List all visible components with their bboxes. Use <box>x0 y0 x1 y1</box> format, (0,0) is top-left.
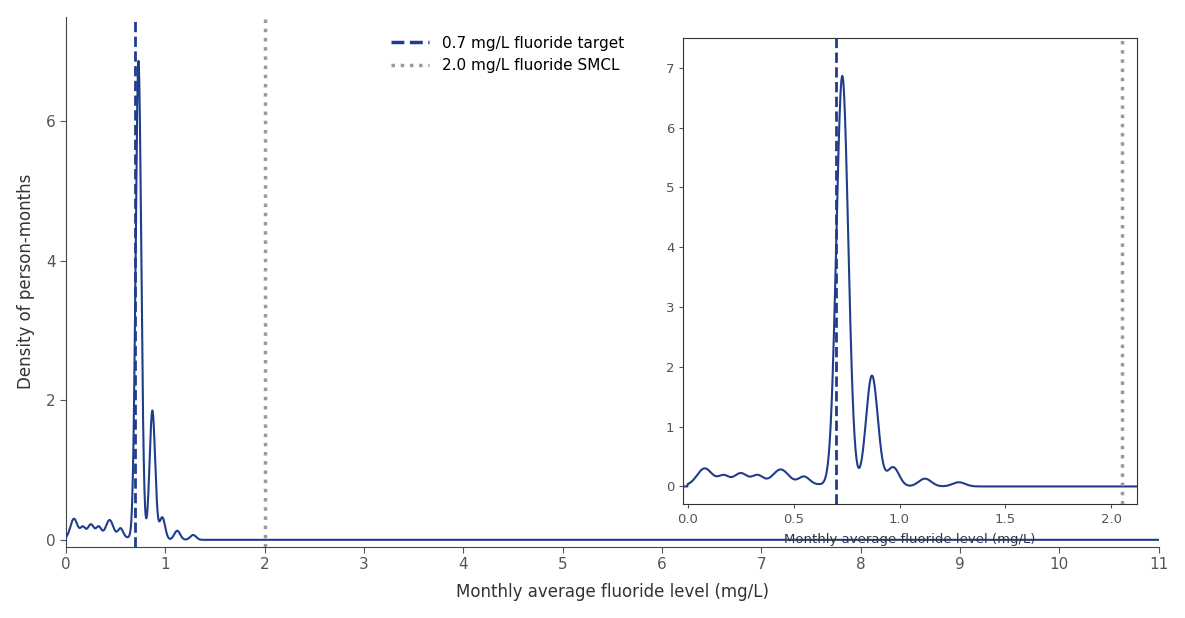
Legend: 0.7 mg/L fluoride target, 2.0 mg/L fluoride SMCL: 0.7 mg/L fluoride target, 2.0 mg/L fluor… <box>385 30 630 80</box>
Y-axis label: Density of person-months: Density of person-months <box>17 174 34 389</box>
X-axis label: Monthly average fluoride level (mg/L): Monthly average fluoride level (mg/L) <box>456 583 769 601</box>
